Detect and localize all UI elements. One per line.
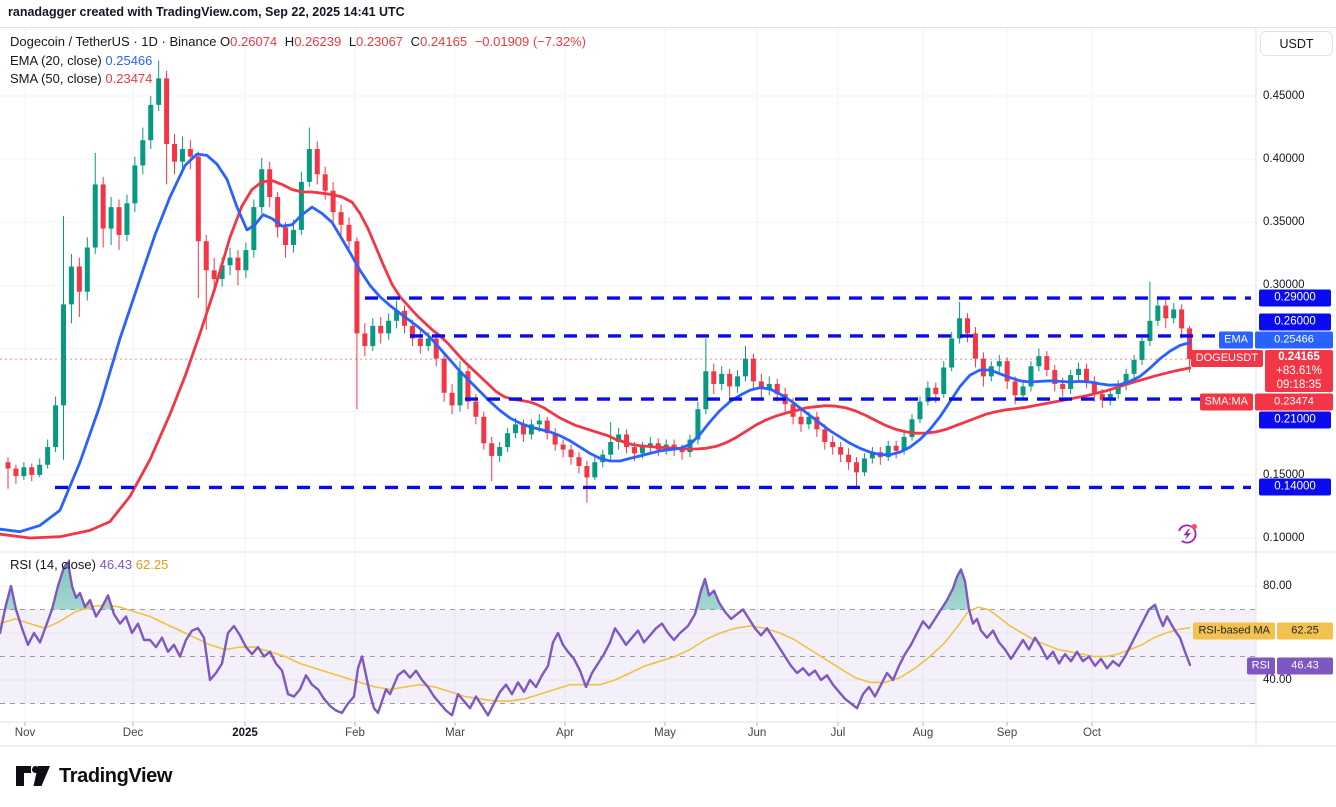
high-value: 0.26239 (294, 34, 342, 49)
ema-value: 0.25466 (105, 52, 153, 68)
rsi-ma-axis-badge[interactable]: RSI-based MA 62.25 (1193, 622, 1333, 640)
price-axis-tick: 0.30000 (1263, 279, 1305, 292)
tradingview-logo[interactable]: TradingView (16, 763, 172, 789)
attribution-text: ranadagger created with TradingView.com,… (8, 5, 405, 19)
bar-countdown: 09:18:35 (1276, 378, 1322, 391)
time-axis-label-Apr: Apr (556, 727, 574, 739)
sma-legend-row[interactable]: SMA (50, close) 0.23474 (10, 70, 590, 89)
time-axis-label-Dec: Dec (122, 727, 144, 739)
rsi-axis-tick: 40.00 (1263, 674, 1292, 686)
sma-badge-value: 0.23474 (1255, 393, 1333, 411)
sma-value: 0.23474 (105, 71, 153, 86)
ema-badge-label: EMA (1219, 331, 1253, 349)
change-value: −0.01909 (−7.32%) (474, 34, 586, 49)
quick-trade-flash-icon[interactable] (1172, 518, 1204, 550)
rsi-badge-value: 46.43 (1277, 657, 1333, 675)
time-axis-label-May: May (654, 727, 676, 739)
rsi-axis-badge[interactable]: RSI 46.43 (1246, 657, 1333, 675)
time-axis-label-Feb: Feb (345, 727, 365, 739)
sma-badge-label: SMA:MA (1199, 393, 1253, 411)
price-axis-tick: 0.40000 (1263, 153, 1305, 166)
ema-label: EMA (20, close) (10, 52, 102, 68)
sma-label: SMA (50, close) (10, 71, 102, 86)
ema-legend-row[interactable]: EMA (20, close) 0.25466 (10, 52, 590, 71)
price-level-badge[interactable]: 0.26000 (1259, 313, 1331, 331)
price-level-badge[interactable]: 0.21000 (1259, 411, 1331, 429)
lightning-bolt-icon (1183, 528, 1191, 540)
time-axis-label-2025: 2025 (232, 727, 258, 739)
close-value: 0.24165 (420, 34, 468, 49)
rsi-ma-badge-value: 62.25 (1277, 622, 1333, 640)
ohlc-values: O0.26074 H0.26239 L0.23067 C0.24165 −0.0… (220, 34, 586, 49)
chart-legend: Dogecoin / TetherUS · 1D · Binance O0.26… (10, 33, 590, 89)
last-price: 0.24165 (1278, 351, 1320, 364)
symbol-price-badge[interactable]: DOGEUSDT 0.24165 +83.61% 09:18:35 (1190, 350, 1333, 393)
time-axis-label-Oct: Oct (1083, 727, 1101, 739)
price-axis-tick: 0.35000 (1263, 216, 1305, 229)
rsi-axis-tick: 80.00 (1263, 580, 1292, 592)
price-axis-tick: 0.45000 (1263, 90, 1305, 102)
change-percent: +83.61% (1276, 365, 1322, 378)
flash-circle (1177, 524, 1197, 544)
time-axis-label-Nov: Nov (14, 727, 36, 739)
symbol-badge-label: DOGEUSDT (1190, 350, 1263, 368)
price-axis-tick: 0.15000 (1263, 468, 1305, 481)
rsi-ma-badge-label: RSI-based MA (1193, 622, 1275, 640)
sma-axis-badge[interactable]: SMA:MA 0.23474 (1199, 393, 1333, 411)
price-level-badge[interactable]: 0.29000 (1259, 289, 1331, 307)
time-axis-label-Sep: Sep (996, 727, 1018, 739)
tradingview-logo-text: TradingView (59, 764, 173, 787)
rsi-value: 46.43 (99, 557, 133, 572)
rsi-ma-value: 62.25 (135, 557, 169, 572)
time-axis-label-Mar: Mar (445, 727, 465, 739)
time-axis-label-Aug: Aug (912, 727, 934, 739)
low-value: 0.23067 (356, 34, 404, 49)
rsi-legend-row[interactable]: RSI (14, close) 46.43 62.25 (10, 557, 168, 572)
time-axis-label-Jul: Jul (830, 727, 846, 739)
time-axis-label-Jun: Jun (747, 727, 767, 739)
price-level-badge[interactable]: 0.14000 (1259, 478, 1331, 496)
notification-dot (1191, 523, 1197, 530)
tradingview-logo-mark (16, 766, 50, 786)
rsi-badge-label: RSI (1246, 657, 1275, 675)
price-axis-tick: 0.10000 (1263, 532, 1305, 544)
symbol-legend-row[interactable]: Dogecoin / TetherUS · 1D · Binance O0.26… (10, 33, 590, 52)
ema-axis-badge[interactable]: EMA 0.25466 (1219, 331, 1333, 349)
symbol-title[interactable]: Dogecoin / TetherUS · 1D · Binance (10, 34, 217, 49)
open-value: 0.26074 (230, 34, 278, 49)
symbol-badge-values: 0.24165 +83.61% 09:18:35 (1265, 350, 1333, 393)
currency-toggle-button[interactable]: USDT (1260, 31, 1333, 56)
rsi-label: RSI (14, close) (10, 557, 96, 572)
ema-badge-value: 0.25466 (1255, 331, 1333, 349)
